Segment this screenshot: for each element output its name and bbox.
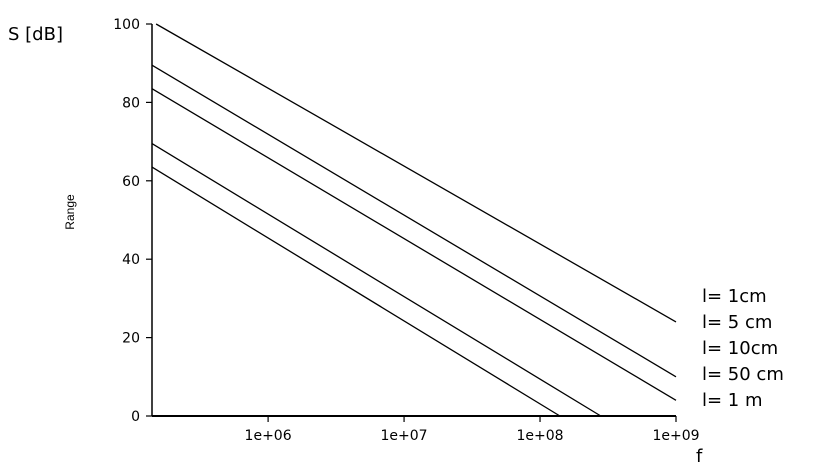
legend-entry: l= 50 cm [702,364,784,385]
y-tick-label: 60 [122,174,140,190]
legend-entry: l= 1cm [702,286,767,307]
x-tick-label: 1e+07 [381,428,428,444]
series-line-3 [151,88,677,401]
x-tick-label: 1e+09 [652,428,699,444]
legend: l= 1cm l= 5 cm l= 10cm l= 50 cm l= 1 m [702,284,784,414]
legend-entry: l= 10cm [702,338,779,359]
series-line-1 [155,23,677,323]
legend-entry: l= 1 m [702,390,763,411]
legend-entry: l= 5 cm [702,312,773,333]
y-tick-label: 0 [131,409,140,425]
series-line-4 [151,143,602,417]
y-axis-label: Range [63,194,77,230]
series-line-5 [151,166,561,417]
x-tick-label: 1e+06 [245,428,292,444]
y-tick-label: 20 [122,331,140,347]
x-tick-label: 1e+08 [516,428,563,444]
y-tick-label: 40 [122,252,140,268]
y-tick-label: 80 [122,95,140,111]
series-line-2 [151,64,677,378]
y-axis-corner-label: S [dB] [8,24,63,45]
x-axis-label: f [696,446,703,467]
y-tick-label: 100 [113,17,140,33]
